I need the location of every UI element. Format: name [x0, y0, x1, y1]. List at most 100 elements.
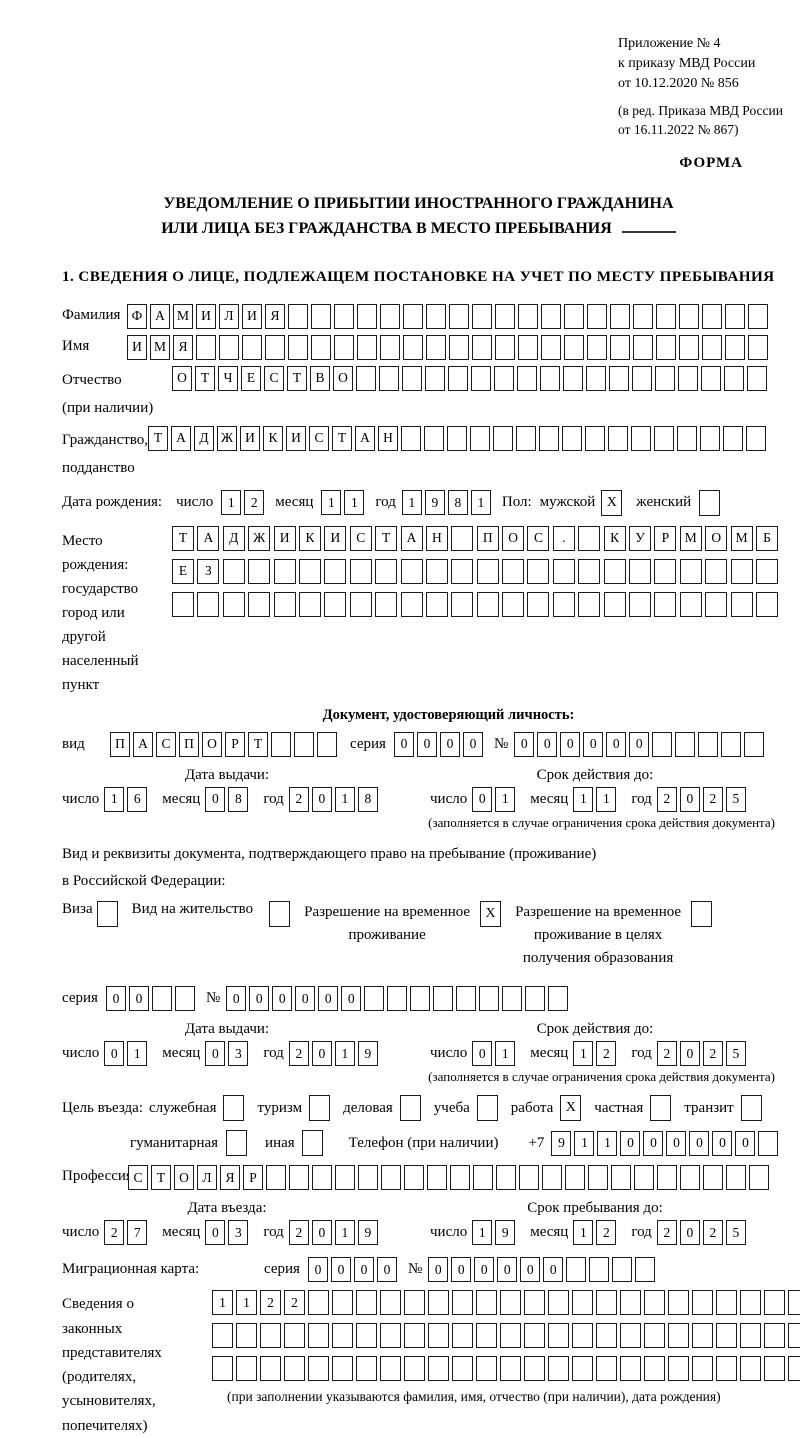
char-cell[interactable] [311, 303, 331, 329]
char-cell[interactable] [633, 334, 653, 360]
char-cell[interactable] [473, 1165, 493, 1191]
char-cell[interactable]: С [264, 365, 284, 391]
char-cell[interactable]: 5 [725, 1220, 746, 1246]
char-cell[interactable]: 0 [311, 1220, 332, 1246]
char-cell[interactable] [197, 591, 220, 617]
char-cell[interactable]: 0 [104, 1041, 125, 1067]
purpose-other-checkbox[interactable] [301, 1130, 323, 1157]
char-cell[interactable] [248, 591, 271, 617]
char-cell[interactable] [629, 558, 652, 584]
char-cell[interactable] [788, 1356, 800, 1382]
char-cell[interactable]: 9 [424, 490, 445, 516]
char-cell[interactable]: В [310, 365, 330, 391]
char-cell[interactable] [572, 1356, 593, 1382]
char-cell[interactable] [260, 1356, 281, 1382]
char-cell[interactable] [702, 334, 722, 360]
char-cell[interactable] [174, 986, 195, 1012]
char-cell[interactable]: 0 [318, 986, 339, 1012]
char-cell[interactable]: С [156, 731, 176, 757]
char-cell[interactable]: С [309, 425, 329, 451]
char-cell[interactable] [596, 1323, 617, 1349]
char-cell[interactable] [565, 1165, 585, 1191]
char-cell[interactable]: Б [755, 525, 778, 551]
char-cell[interactable] [563, 365, 583, 391]
char-cell[interactable] [524, 1356, 545, 1382]
char-cell[interactable]: 9 [551, 1130, 572, 1156]
char-cell[interactable] [612, 1257, 633, 1283]
char-cell[interactable]: Ж [217, 425, 237, 451]
residence-permit-checkbox[interactable] [269, 900, 291, 927]
char-cell[interactable]: 0 [620, 1130, 641, 1156]
char-cell[interactable]: 2 [702, 1041, 723, 1067]
char-cell[interactable]: 1 [127, 1041, 148, 1067]
char-cell[interactable] [572, 1323, 593, 1349]
char-cell[interactable] [402, 365, 422, 391]
char-cell[interactable] [541, 303, 561, 329]
char-cell[interactable] [380, 303, 400, 329]
char-cell[interactable] [587, 303, 607, 329]
char-cell[interactable]: 1 [573, 786, 594, 812]
char-cell[interactable] [380, 1323, 401, 1349]
char-cell[interactable] [404, 1323, 425, 1349]
char-cell[interactable]: 2 [702, 1220, 723, 1246]
char-cell[interactable] [596, 1290, 617, 1316]
char-cell[interactable]: 1 [597, 1130, 618, 1156]
char-cell[interactable] [632, 365, 652, 391]
char-cell[interactable] [611, 1165, 631, 1191]
char-cell[interactable] [755, 558, 778, 584]
char-cell[interactable] [298, 558, 321, 584]
char-cell[interactable] [380, 1356, 401, 1382]
char-cell[interactable]: 2 [596, 1220, 617, 1246]
char-cell[interactable] [424, 425, 444, 451]
char-cell[interactable] [525, 986, 546, 1012]
char-cell[interactable] [609, 365, 629, 391]
char-cell[interactable]: А [133, 731, 153, 757]
char-cell[interactable]: 0 [307, 1257, 328, 1283]
char-cell[interactable]: 9 [357, 1220, 378, 1246]
char-cell[interactable]: Ж [248, 525, 271, 551]
char-cell[interactable] [564, 334, 584, 360]
char-cell[interactable]: 0 [629, 731, 650, 757]
char-cell[interactable] [748, 303, 768, 329]
char-cell[interactable] [755, 591, 778, 617]
char-cell[interactable]: Д [194, 425, 214, 451]
char-cell[interactable] [356, 1290, 377, 1316]
char-cell[interactable] [519, 1165, 539, 1191]
char-cell[interactable]: Д [222, 525, 245, 551]
char-cell[interactable]: 1 [104, 786, 125, 812]
char-cell[interactable] [578, 591, 601, 617]
char-cell[interactable] [635, 1257, 656, 1283]
char-cell[interactable] [332, 1290, 353, 1316]
char-cell[interactable] [705, 558, 728, 584]
char-cell[interactable]: 9 [495, 1220, 516, 1246]
char-cell[interactable]: 8 [357, 786, 378, 812]
char-cell[interactable] [586, 365, 606, 391]
char-cell[interactable] [381, 1165, 401, 1191]
char-cell[interactable]: И [127, 334, 147, 360]
char-cell[interactable] [740, 1323, 761, 1349]
char-cell[interactable]: 0 [416, 731, 437, 757]
char-cell[interactable] [692, 1356, 713, 1382]
char-cell[interactable] [542, 1165, 562, 1191]
char-cell[interactable] [425, 365, 445, 391]
char-cell[interactable] [451, 591, 474, 617]
char-cell[interactable] [265, 334, 285, 360]
char-cell[interactable]: 0 [735, 1130, 756, 1156]
char-cell[interactable] [675, 731, 696, 757]
char-cell[interactable] [564, 303, 584, 329]
char-cell[interactable] [479, 986, 500, 1012]
char-cell[interactable] [668, 1356, 689, 1382]
char-cell[interactable]: 3 [228, 1220, 249, 1246]
char-cell[interactable] [588, 1165, 608, 1191]
char-cell[interactable] [451, 558, 474, 584]
char-cell[interactable] [380, 1290, 401, 1316]
char-cell[interactable]: 0 [472, 786, 493, 812]
char-cell[interactable]: О [502, 525, 525, 551]
char-cell[interactable] [725, 303, 745, 329]
char-cell[interactable]: 8 [447, 490, 468, 516]
char-cell[interactable] [266, 1165, 286, 1191]
char-cell[interactable] [356, 1323, 377, 1349]
char-cell[interactable] [764, 1356, 785, 1382]
char-cell[interactable]: 0 [128, 986, 149, 1012]
char-cell[interactable] [692, 1290, 713, 1316]
